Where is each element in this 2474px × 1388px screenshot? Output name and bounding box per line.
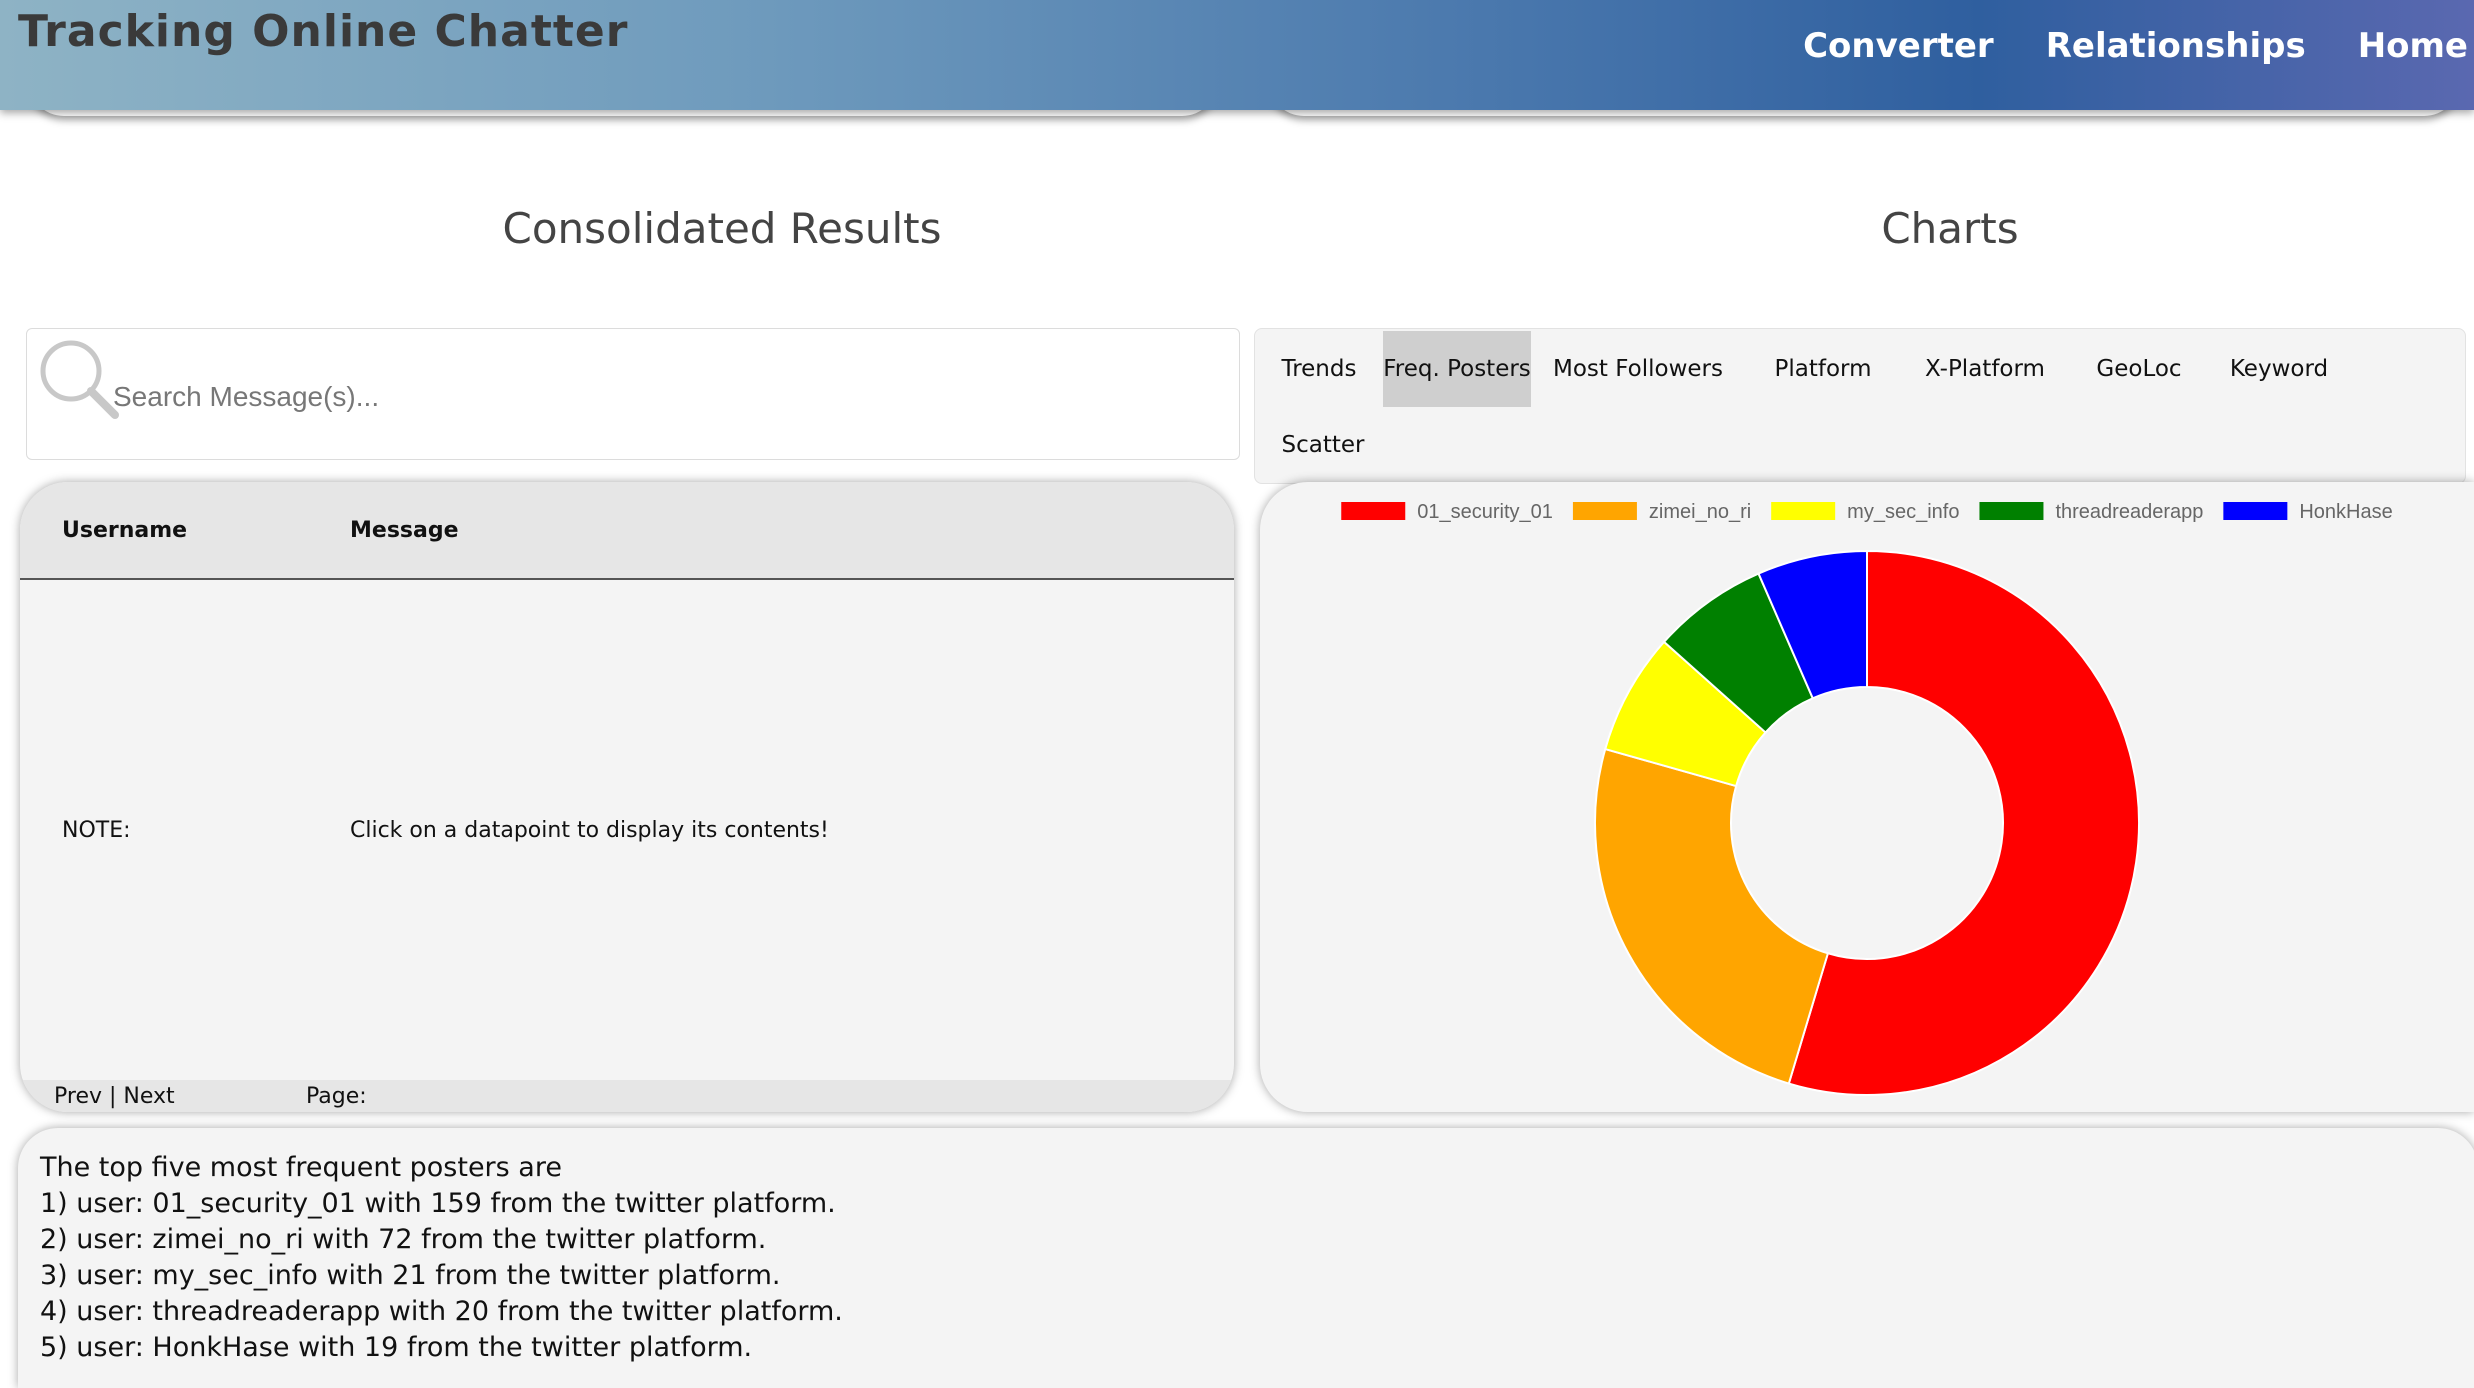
- legend-item-01-security-01[interactable]: 01_security_01: [1341, 501, 1553, 523]
- legend-item-zimei-no-ri[interactable]: zimei_no_ri: [1572, 501, 1751, 523]
- slice-zimei-no-ri[interactable]: [1594, 747, 1830, 1085]
- tab-freq-posters[interactable]: Freq. Posters: [1383, 331, 1531, 407]
- freq-posters-donut-chart[interactable]: 01_security_01 zimei_no_ri my_sec_info thre…: [1260, 482, 2474, 1112]
- tab-most-followers[interactable]: Most Followers: [1553, 356, 1723, 382]
- page-label: Page:: [306, 1084, 367, 1109]
- summary-line-0: The top five most frequent posters are: [40, 1152, 562, 1183]
- legend-item-my-sec-info[interactable]: my_sec_info: [1771, 501, 1959, 523]
- legend-swatch-honkhase: [2223, 502, 2288, 520]
- tab-x-platform[interactable]: X-Platform: [1925, 356, 2045, 382]
- slice-honkhase[interactable]: [1757, 549, 1868, 700]
- pager: Prev | Next: [54, 1084, 175, 1109]
- legend-label-my-sec-info: my_sec_info: [1847, 501, 1959, 523]
- chart-panel: 01_security_01 zimei_no_ri my_sec_info thre…: [1260, 482, 2474, 1112]
- pager-separator: |: [109, 1084, 117, 1109]
- legend-item-honkhase[interactable]: HonkHase: [2223, 501, 2393, 523]
- legend-swatch-01-security-01: [1341, 502, 1406, 520]
- app-header: Tracking Online Chatter Converter Relati…: [0, 0, 2474, 110]
- table-header: Username Message: [20, 482, 1234, 580]
- legend-swatch-my-sec-info: [1771, 502, 1836, 520]
- tab-geoloc[interactable]: GeoLoc: [2096, 356, 2182, 382]
- prev-link[interactable]: Prev: [54, 1084, 102, 1109]
- summary-line-2: 2) user: zimei_no_ri with 72 from the tw…: [40, 1224, 767, 1255]
- top-nav: Converter Relationships Home: [1803, 26, 2468, 66]
- legend-item-threadreaderapp[interactable]: threadreaderapp: [1979, 501, 2203, 523]
- search-input[interactable]: [111, 371, 1215, 423]
- cell-message: Click on a datapoint to display its cont…: [350, 818, 829, 843]
- nav-relationships[interactable]: Relationships: [2045, 26, 2306, 66]
- nav-home[interactable]: Home: [2357, 26, 2468, 66]
- legend-swatch-zimei-no-ri: [1572, 502, 1637, 520]
- summary-line-1: 1) user: 01_security_01 with 159 from th…: [40, 1188, 836, 1219]
- column-header-username: Username: [62, 518, 188, 543]
- summary-line-4: 4) user: threadreaderapp with 20 from th…: [40, 1296, 843, 1327]
- legend-label-honkhase: HonkHase: [2299, 501, 2392, 523]
- site-title: Tracking Online Chatter: [18, 6, 629, 57]
- table-footer: Prev | Next Page:: [20, 1080, 1234, 1112]
- column-header-message: Message: [350, 518, 459, 543]
- slice-01-security-01[interactable]: [1787, 549, 2140, 1096]
- chart-tabs: Trends Freq. Posters Most Followers Plat…: [1254, 328, 2466, 484]
- nav-converter[interactable]: Converter: [1803, 26, 1994, 66]
- results-table: Username Message NOTE: Click on a datapo…: [20, 482, 1234, 1112]
- tab-trends[interactable]: Trends: [1281, 356, 1357, 382]
- legend-swatch-threadreaderapp: [1979, 502, 2044, 520]
- consolidated-results-title: Consolidated Results: [502, 204, 942, 253]
- search-box: [26, 328, 1240, 460]
- legend-label-01-security-01: 01_security_01: [1417, 501, 1553, 523]
- tab-platform[interactable]: Platform: [1774, 356, 1872, 382]
- legend-label-threadreaderapp: threadreaderapp: [2055, 501, 2203, 523]
- next-link[interactable]: Next: [123, 1084, 175, 1109]
- summary-line-5: 5) user: HonkHase with 19 from the twitt…: [40, 1332, 753, 1363]
- cell-username: NOTE:: [62, 818, 131, 843]
- summary-line-3: 3) user: my_sec_info with 21 from the tw…: [40, 1260, 781, 1291]
- summary-panel: The top five most frequent posters are 1…: [18, 1128, 2474, 1388]
- tab-keyword[interactable]: Keyword: [2229, 356, 2329, 382]
- tab-scatter[interactable]: Scatter: [1281, 432, 1365, 458]
- legend-label-zimei-no-ri: zimei_no_ri: [1649, 501, 1751, 523]
- charts-title: Charts: [1881, 204, 2019, 253]
